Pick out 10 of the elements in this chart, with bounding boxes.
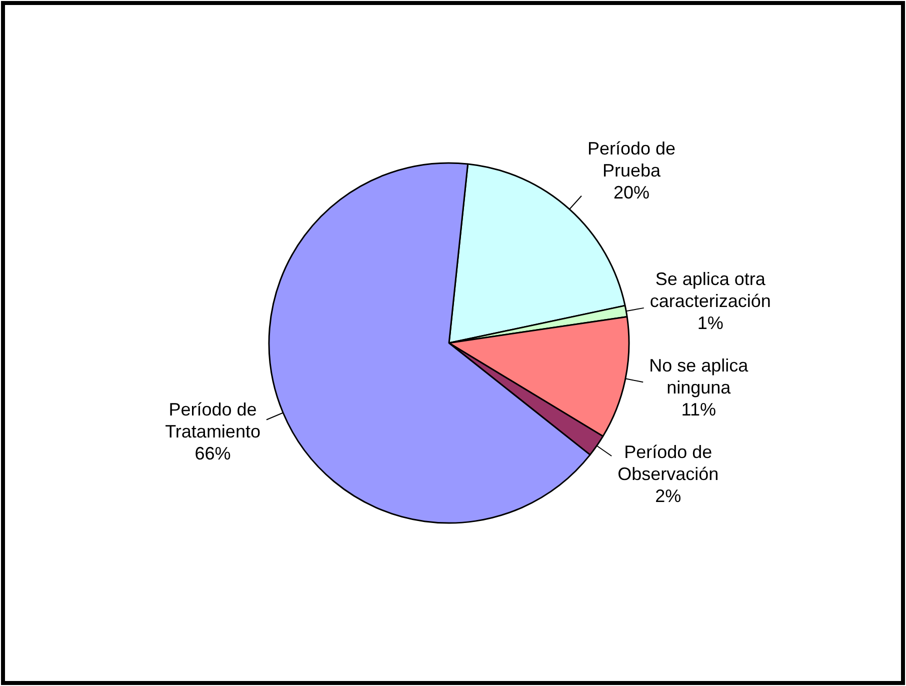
- slice-label: No se aplica ninguna: [649, 356, 750, 398]
- data-label: 11%: [681, 400, 716, 420]
- data-label: 66%: [194, 443, 231, 464]
- slice-label: Período de Observación: [618, 442, 719, 484]
- data-label: 20%: [614, 182, 650, 202]
- data-label: 1%: [697, 313, 724, 334]
- slice-label: Se aplica otra caracterización: [650, 269, 771, 312]
- slice-label: Período de Tratamiento: [165, 399, 260, 442]
- slice-label: Período de Prueba: [587, 138, 676, 180]
- data-label: 2%: [655, 486, 682, 506]
